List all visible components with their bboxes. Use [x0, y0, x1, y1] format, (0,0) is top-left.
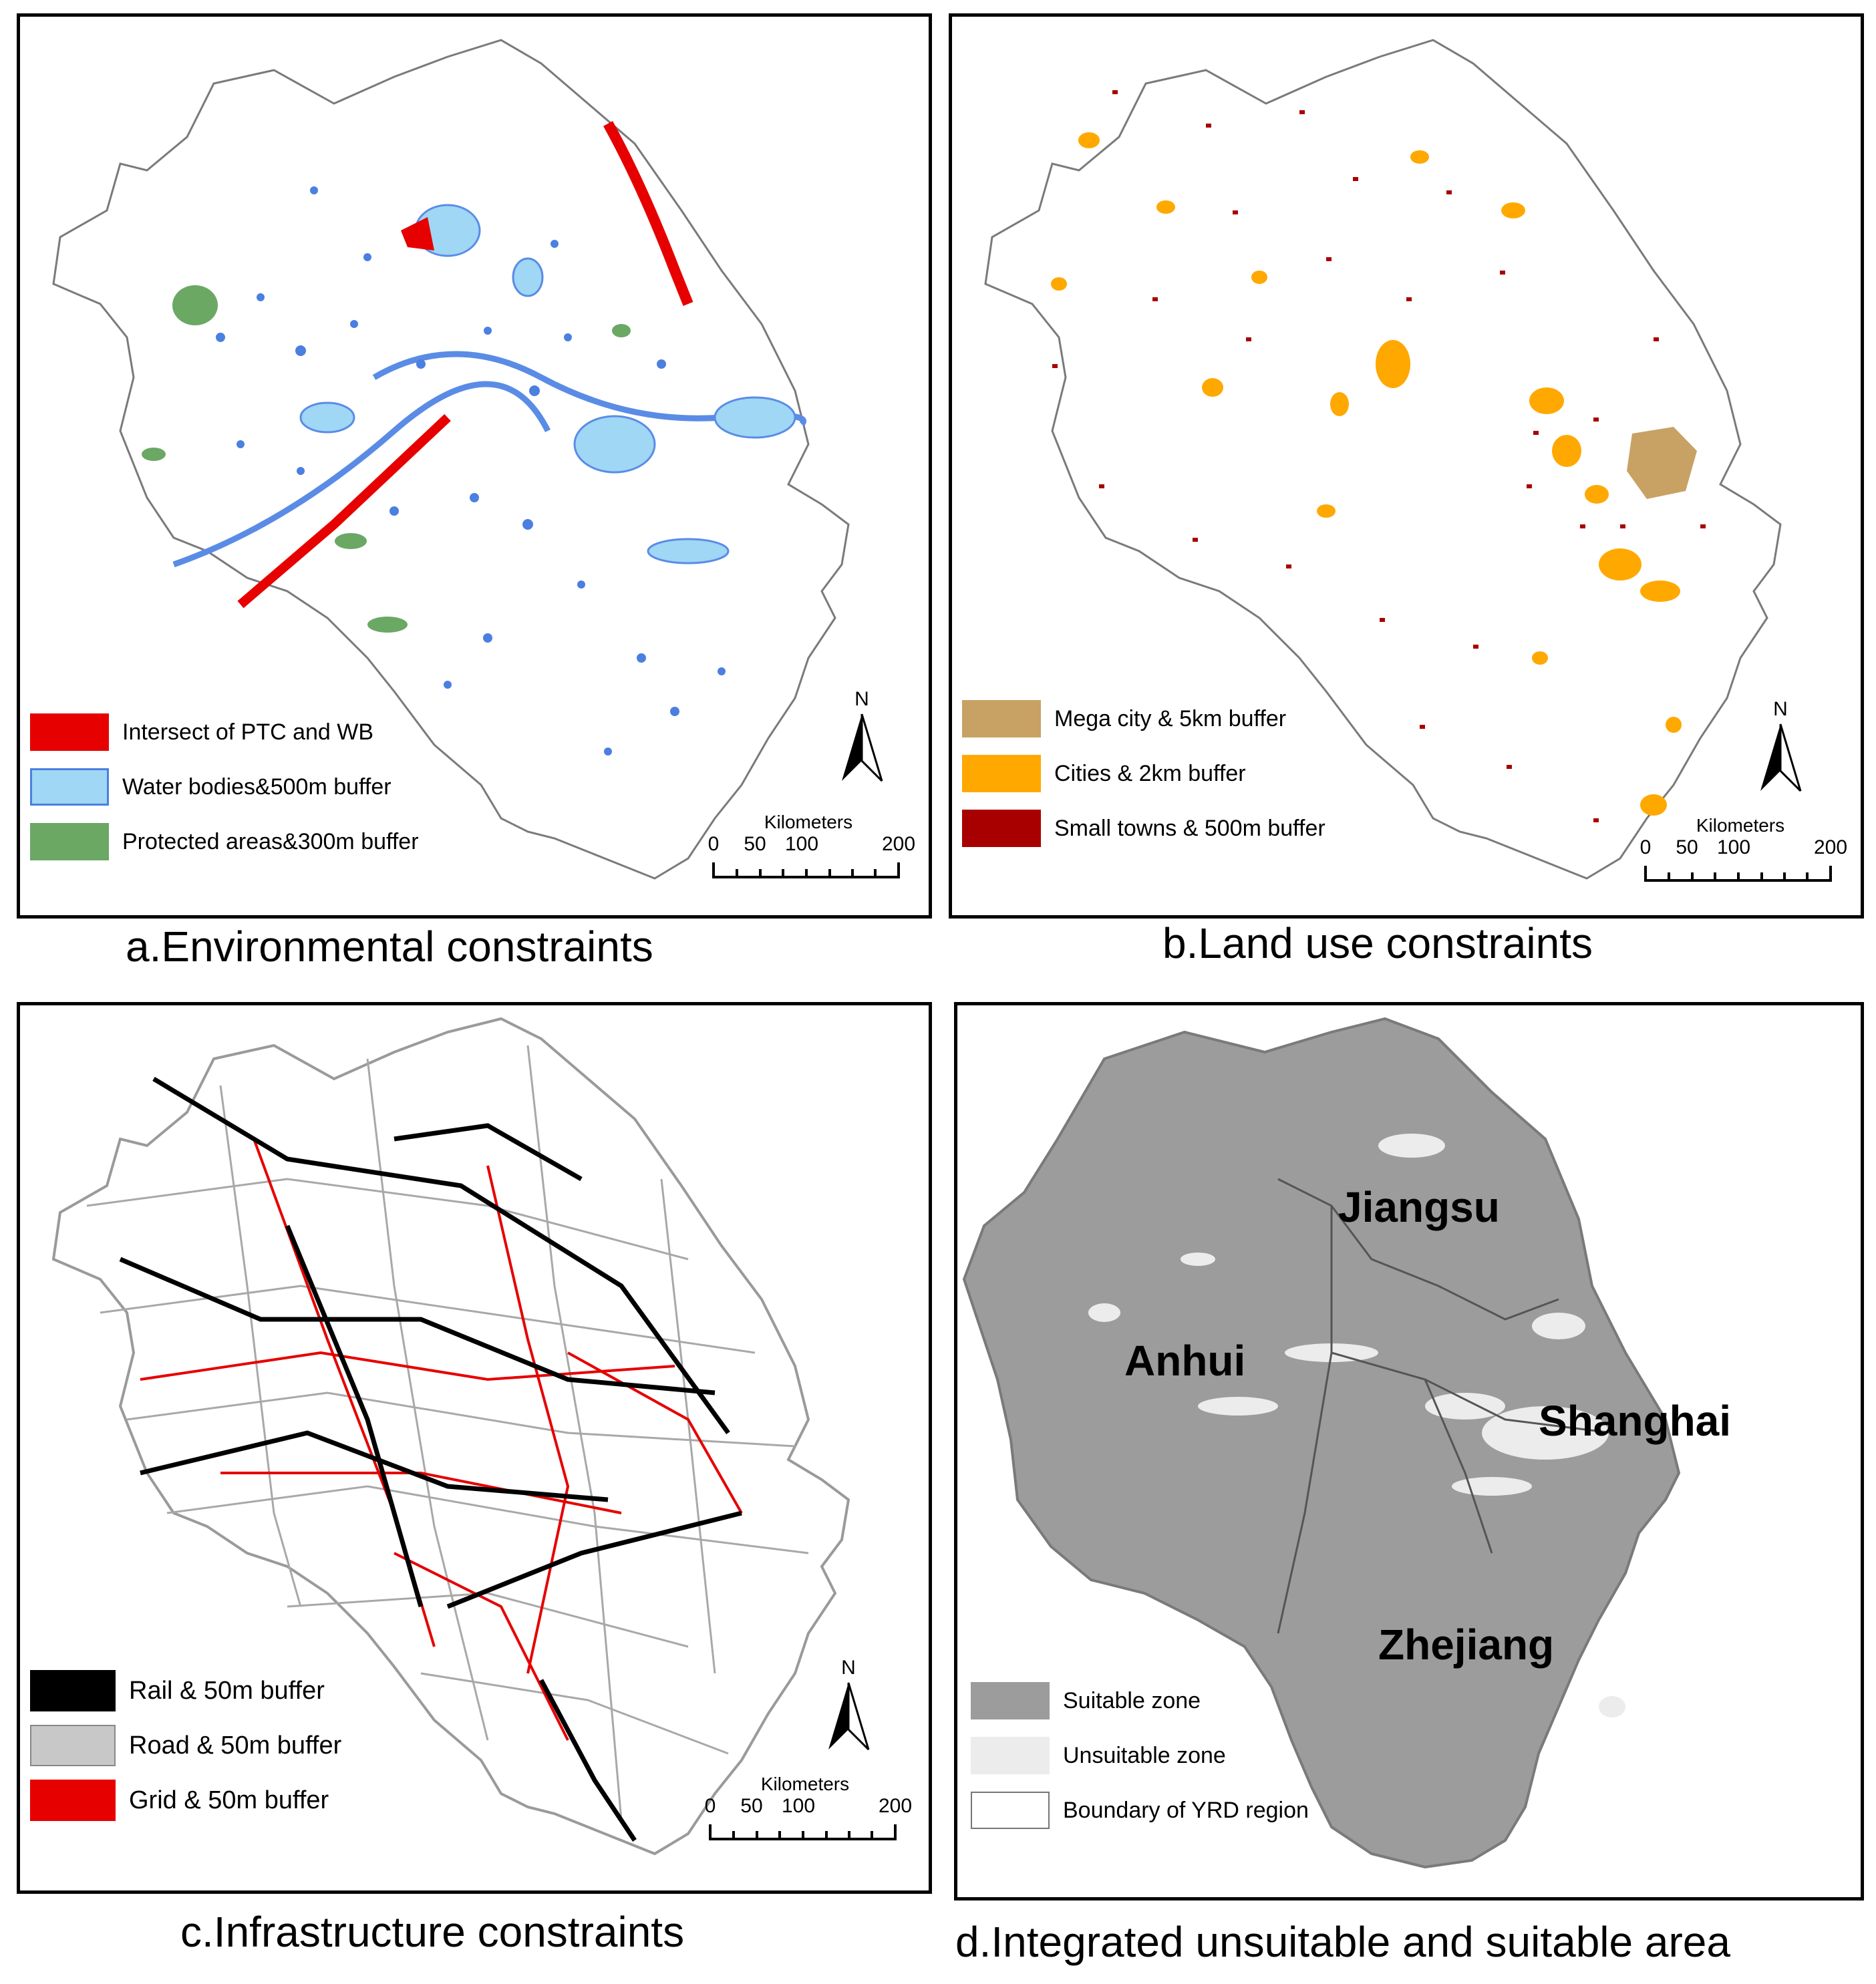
legend-swatch [971, 1792, 1050, 1829]
region-label-zhejiang: Zhejiang [1378, 1621, 1555, 1669]
scale-tick: 50 [740, 1795, 763, 1817]
legend-swatch [30, 768, 109, 806]
scale-bar: Kilometers 0 50 100 200 [1639, 815, 1847, 890]
scale-tick: 200 [881, 833, 916, 855]
legend-swatch [962, 810, 1041, 847]
legend-label: Rail & 50m buffer [129, 1676, 325, 1705]
scale-bar: Kilometers 0 50 100 200 [708, 812, 915, 887]
legend-item: Suitable zone [971, 1673, 1309, 1728]
legend-item: Intersect of PTC and WB [30, 705, 419, 760]
legend-item: Protected areas&300m buffer [30, 814, 419, 869]
legend-label: Suitable zone [1063, 1687, 1201, 1713]
caption-b: b.Land use constraints [1162, 919, 1593, 967]
legend-swatch [30, 1670, 116, 1711]
legend-swatch [30, 1725, 116, 1766]
legend-swatch [962, 700, 1041, 737]
panel-integrated: Jiangsu Anhui Shanghai Zhejiang Suitable… [954, 1002, 1864, 1900]
scale-ruler [1644, 866, 1832, 882]
legend-swatch [962, 755, 1041, 792]
legend-label: Grid & 50m buffer [129, 1786, 329, 1814]
scale-tick: 0 [704, 1795, 716, 1817]
north-arrow-icon [1760, 723, 1802, 792]
legend-label: Mega city & 5km buffer [1054, 705, 1287, 731]
legend-item: Rail & 50m buffer [30, 1663, 341, 1718]
panel-environmental: Intersect of PTC and WB Water bodies&500… [17, 13, 932, 919]
map-infrastructure [51, 1017, 850, 1856]
scale-unit: Kilometers [1696, 815, 1785, 836]
north-letter: N [1773, 698, 1788, 720]
north-letter: N [854, 688, 869, 710]
scale-tick: 0 [1639, 836, 1652, 858]
scale-tick: 100 [784, 833, 819, 855]
legend-swatch [971, 1682, 1050, 1719]
region-label-shanghai: Shanghai [1539, 1397, 1732, 1445]
legend-swatch [30, 713, 109, 751]
north-arrow-icon [842, 713, 883, 782]
legend-label: Boundary of YRD region [1063, 1797, 1309, 1823]
legend-label: Unsuitable zone [1063, 1742, 1226, 1768]
legend-swatch [30, 823, 109, 860]
scale-tick: 50 [744, 833, 766, 855]
legend-label: Intersect of PTC and WB [122, 719, 374, 745]
legend-label: Protected areas&300m buffer [122, 828, 419, 854]
region-label-jiangsu: Jiangsu [1338, 1183, 1500, 1231]
scale-ruler [709, 1824, 897, 1840]
scale-unit: Kilometers [764, 812, 853, 832]
north-arrow: N [822, 1657, 875, 1756]
legend-item: Cities & 2km buffer [962, 746, 1325, 801]
legend-item: Unsuitable zone [971, 1728, 1309, 1783]
north-arrow: N [1754, 698, 1807, 798]
legend-item: Water bodies&500m buffer [30, 760, 419, 814]
scale-bar: Kilometers 0 50 100 200 [704, 1774, 912, 1849]
scale-ruler [712, 862, 900, 878]
north-arrow-icon [828, 1682, 870, 1751]
legend-label: Small towns & 500m buffer [1054, 815, 1325, 841]
legend-item: Boundary of YRD region [971, 1783, 1309, 1838]
caption-c: c.Infrastructure constraints [180, 1908, 685, 1956]
scale-tick: 0 [708, 833, 720, 855]
legend-label: Cities & 2km buffer [1054, 760, 1246, 786]
map-integrated [962, 1017, 1681, 1869]
legend-item: Small towns & 500m buffer [962, 801, 1325, 856]
legend-label: Water bodies&500m buffer [122, 774, 392, 800]
scale-tick: 100 [781, 1795, 816, 1817]
legend-item: Mega city & 5km buffer [962, 691, 1325, 746]
legend-swatch [971, 1737, 1050, 1774]
north-arrow: N [835, 688, 889, 788]
map-environmental [52, 39, 850, 880]
legend-swatch [30, 1780, 116, 1821]
scale-tick: 50 [1676, 836, 1698, 858]
scale-unit: Kilometers [760, 1774, 850, 1794]
north-letter: N [841, 1657, 856, 1679]
scale-tick: 200 [878, 1795, 913, 1817]
caption-d: d.Integrated unsuitable and suitable are… [955, 1918, 1730, 1966]
panel-infrastructure: Rail & 50m buffer Road & 50m buffer Grid… [17, 1002, 932, 1894]
panel-landuse: Mega city & 5km buffer Cities & 2km buff… [949, 13, 1864, 919]
region-label-anhui: Anhui [1124, 1337, 1246, 1385]
scale-tick: 100 [1716, 836, 1751, 858]
legend-item: Road & 50m buffer [30, 1718, 341, 1773]
scale-tick: 200 [1813, 836, 1848, 858]
caption-a: a.Environmental constraints [126, 923, 653, 971]
legend-label: Road & 50m buffer [129, 1731, 342, 1760]
legend-item: Grid & 50m buffer [30, 1773, 341, 1828]
map-landuse [984, 39, 1782, 880]
